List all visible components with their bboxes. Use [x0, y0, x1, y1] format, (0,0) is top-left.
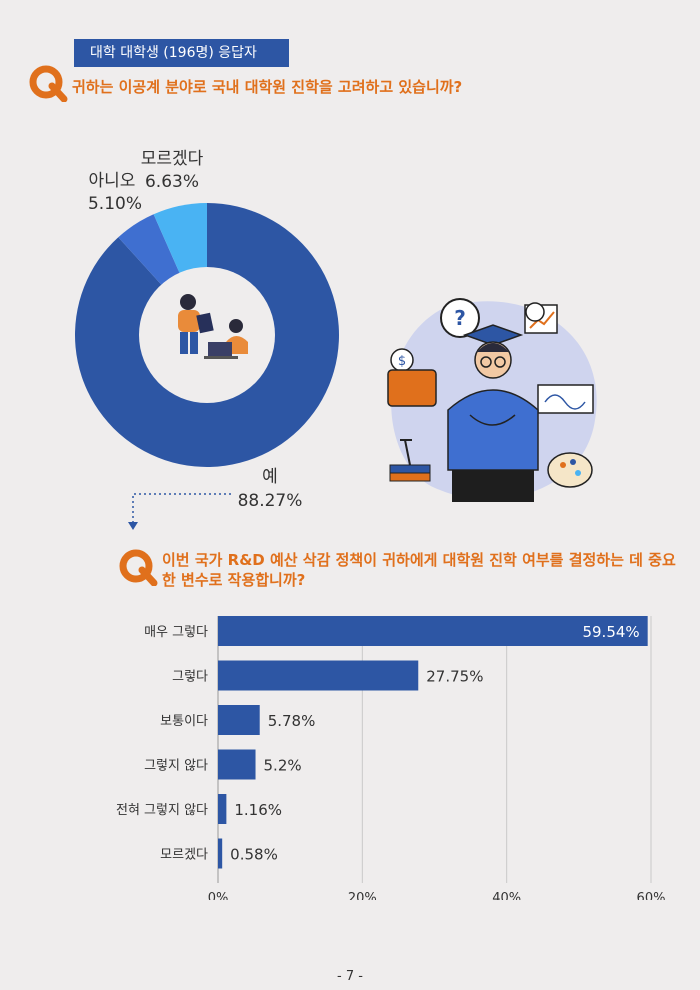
bar	[218, 616, 648, 646]
x-tick-label: 60%	[637, 891, 666, 900]
value-label: 0.58%	[230, 846, 278, 864]
value-label: 1.16%	[234, 801, 282, 819]
category-label: 매우 그렇다	[144, 625, 208, 640]
x-tick-label: 0%	[208, 891, 229, 900]
category-label: 모르겠다	[160, 848, 208, 863]
x-tick-label: 20%	[348, 891, 377, 900]
question-2-line1: 이번 국가 R&D 예산 삭감 정책이 귀하에게 대학원 진학 여부를 결정하는…	[162, 551, 676, 569]
svg-text:$: $	[398, 354, 406, 369]
donut-category-label: 예	[262, 467, 278, 487]
donut-hole	[139, 267, 275, 403]
page-number: - 7 -	[337, 969, 363, 984]
donut-value-label: 88.27%	[238, 491, 303, 511]
value-label: 5.78%	[268, 712, 316, 730]
value-label: 27.75%	[426, 668, 483, 686]
bar	[218, 705, 260, 735]
value-label: 59.54%	[582, 623, 639, 641]
category-label: 보통이다	[160, 714, 208, 729]
value-label: 5.2%	[264, 757, 302, 775]
question-2-line2: 한 변수로 작용합니까?	[162, 571, 306, 589]
bar	[218, 838, 223, 869]
svg-text:?: ?	[454, 306, 466, 330]
question-2-title: 이번 국가 R&D 예산 삭감 정책이 귀하에게 대학원 진학 여부를 결정하는…	[162, 550, 692, 590]
bar-chart: 매우 그렇다 59.54% 그렇다 27.75% 보통이다 5.78% 그렇지 않다 5.2%…	[116, 616, 666, 900]
q-logo-icon	[29, 65, 68, 102]
category-label: 그렇다	[172, 670, 208, 685]
q-logo-icon	[119, 549, 158, 586]
donut-category-label: 모르겠다	[141, 149, 204, 169]
bar	[218, 660, 419, 691]
donut-value-label: 6.63%	[145, 172, 199, 192]
question-1-title: 귀하는 이공계 분야로 국내 대학원 진학을 고려하고 있습니까?	[72, 78, 463, 96]
category-label: 전혀 그렇지 않다	[116, 803, 208, 818]
people-at-laptop-illustration	[178, 294, 248, 359]
dotted-arrow-icon	[128, 493, 231, 530]
x-tick-label: 40%	[492, 891, 521, 900]
category-label: 그렇지 않다	[144, 759, 208, 774]
student-thinking-illustration: ? $	[387, 298, 597, 502]
respondent-tag: 대학 대학생 (196명) 응답자	[74, 39, 289, 67]
bar	[218, 794, 227, 824]
bar	[218, 749, 256, 780]
donut-category-label: 아니오	[89, 171, 136, 191]
donut-chart: 예 88.27% 아니오 5.10% 모르겠다 6.63%	[75, 149, 339, 511]
donut-value-label: 5.10%	[88, 194, 142, 214]
